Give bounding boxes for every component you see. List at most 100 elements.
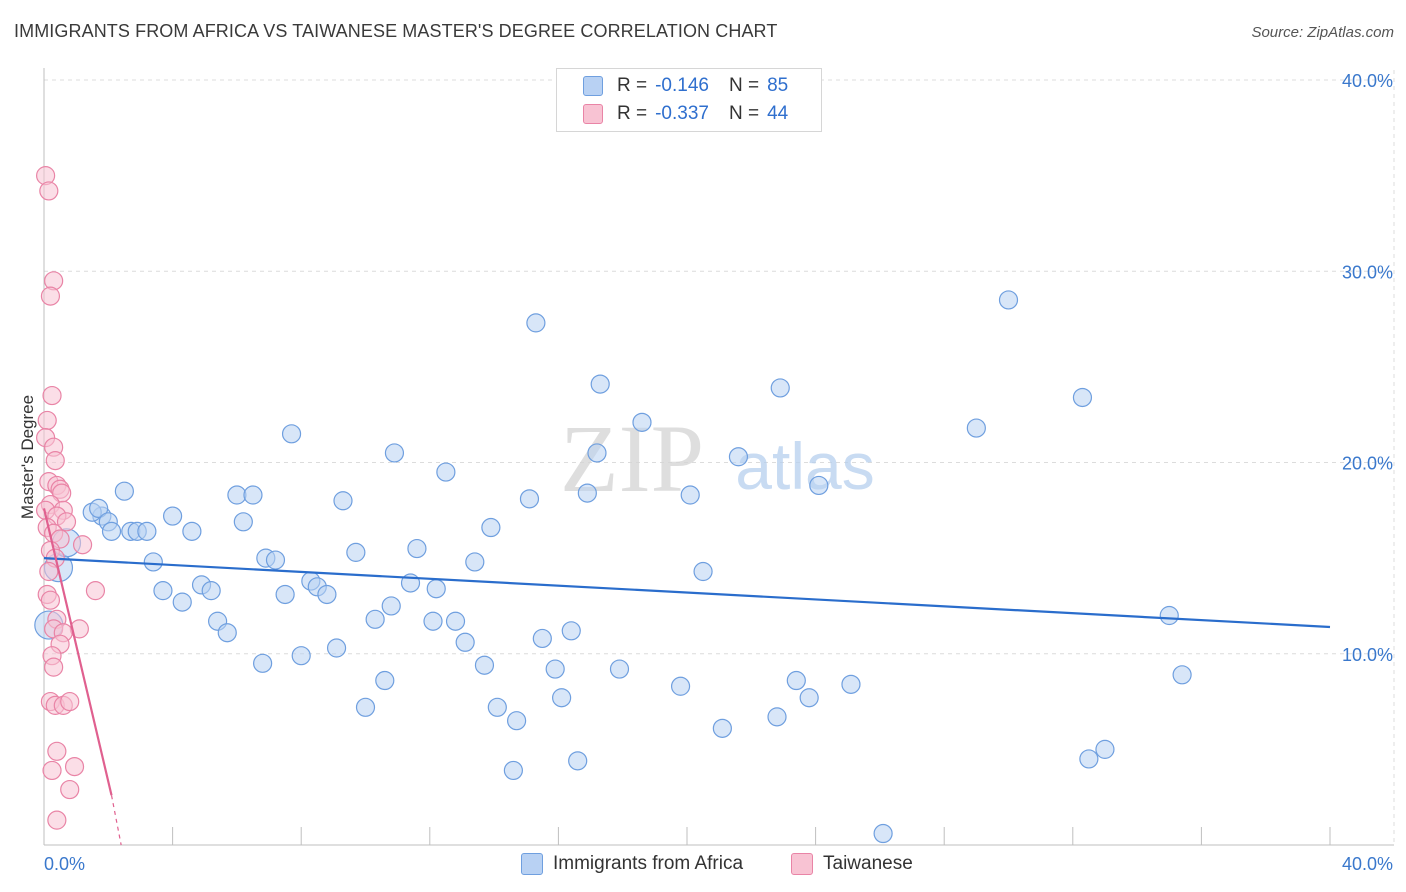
data-point: [436, 462, 456, 482]
chart-title: IMMIGRANTS FROM AFRICA VS TAIWANESE MAST…: [14, 21, 778, 41]
data-point: [474, 655, 495, 675]
data-point: [39, 181, 59, 201]
data-point: [841, 674, 861, 694]
data-point: [355, 697, 376, 717]
data-point: [45, 450, 65, 471]
data-point: [590, 374, 610, 394]
legend-r-value: -0.337: [655, 103, 709, 124]
data-point: [217, 623, 237, 643]
data-point: [799, 688, 819, 708]
data-point: [384, 443, 405, 463]
data-point: [163, 506, 183, 526]
data-point: [767, 707, 787, 727]
data-point: [423, 611, 443, 631]
data-point: [1079, 749, 1099, 769]
data-point: [346, 542, 366, 562]
data-point: [253, 653, 273, 673]
x-tick-label: 0.0%: [44, 854, 85, 874]
data-point: [265, 550, 286, 570]
data-point: [481, 517, 501, 538]
y-tick-label: 10.0%: [1342, 645, 1393, 665]
data-point: [552, 688, 572, 708]
legend-r-label: R =: [617, 75, 648, 96]
data-point: [227, 485, 247, 505]
y-tick-label: 40.0%: [1342, 71, 1393, 91]
y-tick-label: 20.0%: [1342, 454, 1393, 474]
bottom-legend-africa: Immigrants from Africa: [521, 852, 743, 876]
data-point: [89, 498, 109, 518]
data-point: [172, 592, 192, 612]
data-point: [60, 691, 80, 712]
data-point: [786, 670, 806, 691]
data-point: [182, 521, 202, 541]
data-point: [233, 512, 253, 532]
data-point: [60, 779, 80, 800]
data-point: [1159, 605, 1179, 626]
data-point: [1072, 387, 1093, 408]
y-tick-label: 30.0%: [1342, 262, 1393, 282]
source-label: Source: ZipAtlas.com: [1251, 24, 1394, 41]
data-point: [455, 632, 475, 652]
data-point: [561, 621, 581, 641]
data-point: [568, 751, 588, 771]
data-point: [85, 581, 106, 601]
data-point: [507, 711, 527, 731]
data-point: [47, 810, 67, 830]
data-point: [873, 823, 893, 844]
data-point: [526, 313, 546, 333]
data-point: [712, 718, 732, 738]
data-point: [809, 475, 829, 496]
data-point: [693, 561, 713, 582]
data-point: [407, 538, 427, 559]
x-tick-label: 40.0%: [1342, 854, 1393, 874]
data-point: [333, 491, 353, 511]
data-point: [532, 628, 552, 649]
data-point: [42, 760, 62, 781]
data-point: [445, 611, 466, 631]
data-point: [281, 424, 302, 444]
data-point: [114, 481, 134, 501]
data-point: [632, 412, 652, 432]
data-point: [487, 697, 507, 717]
bottom-legend-label-africa: Immigrants from Africa: [553, 853, 744, 874]
legend-r-value: -0.146: [655, 75, 709, 96]
data-point: [503, 760, 523, 781]
data-point: [770, 378, 790, 398]
data-point: [72, 535, 93, 555]
bottom-legend-taiwanese: Taiwanese: [791, 852, 913, 876]
data-point: [291, 646, 311, 666]
legend-row-taiwanese: R = -0.337 N = 44: [583, 101, 788, 127]
y-axis-label: Master's Degree: [18, 395, 37, 519]
data-point: [587, 443, 607, 463]
data-point: [56, 512, 77, 532]
trend-line-taiwanese-extension: [110, 795, 122, 846]
legend-row-africa: R = -0.146 N = 85: [583, 73, 788, 99]
data-point: [1172, 665, 1192, 685]
data-point: [609, 659, 630, 679]
data-point: [326, 638, 347, 658]
data-point: [40, 590, 61, 610]
data-point: [365, 609, 385, 629]
data-point: [47, 741, 67, 761]
legend-n-label: N =: [728, 75, 760, 96]
bottom-legend-swatch-africa: [521, 853, 543, 875]
trend-line-taiwanese: [42, 508, 113, 796]
data-point: [680, 485, 700, 505]
legend-swatch-taiwanese: [583, 104, 603, 124]
legend-swatch-africa: [583, 76, 603, 96]
trend-line-africa: [43, 557, 1331, 629]
data-point: [143, 552, 163, 572]
data-point: [275, 584, 295, 605]
trend-lines: [42, 508, 1331, 846]
series-taiwanese-points: [36, 166, 106, 830]
data-point: [64, 756, 85, 777]
data-point: [577, 483, 597, 503]
data-point: [381, 596, 401, 616]
data-point: [153, 581, 173, 601]
data-point: [375, 670, 395, 691]
legend-n-value: 44: [767, 103, 789, 124]
data-point: [44, 657, 64, 677]
data-point: [728, 447, 749, 467]
data-point: [40, 286, 61, 306]
data-point: [101, 521, 122, 541]
